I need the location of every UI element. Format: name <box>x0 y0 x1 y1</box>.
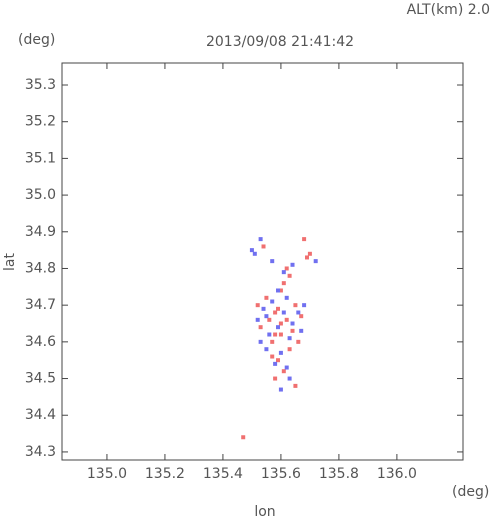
y-tick-label: 34.6 <box>25 334 56 350</box>
radar-point <box>305 255 310 260</box>
radar-point <box>258 325 263 330</box>
radar-point <box>258 237 263 242</box>
radar-point <box>270 339 275 344</box>
y-unit: (deg) <box>18 32 55 48</box>
plot-frame <box>61 62 464 461</box>
x-tick-label: 135.0 <box>87 466 127 482</box>
radar-point <box>270 354 275 359</box>
x-unit: (deg) <box>452 484 489 500</box>
radar-point <box>296 339 301 344</box>
y-tick-label: 34.4 <box>25 407 56 423</box>
radar-point <box>273 310 278 315</box>
radar-point <box>276 288 281 293</box>
radar-point <box>249 248 254 253</box>
radar-point <box>281 281 286 286</box>
radar-point <box>302 303 307 308</box>
x-tick-label: 135.4 <box>203 466 243 482</box>
radar-point <box>287 273 292 278</box>
x-axis-label: lon <box>254 504 275 520</box>
radar-point <box>281 310 286 315</box>
radar-point <box>290 262 295 267</box>
radar-point <box>255 303 260 308</box>
radar-point <box>287 376 292 381</box>
x-tick-label: 135.2 <box>145 466 185 482</box>
y-tick-label: 35.3 <box>25 77 56 93</box>
radar-point <box>293 303 298 308</box>
radar-point <box>255 317 260 322</box>
chart-title: 2013/09/08 21:41:42 <box>206 34 354 50</box>
radar-point <box>313 259 318 264</box>
radar-point <box>267 332 272 337</box>
radar-point <box>281 270 286 275</box>
radar-point <box>278 387 283 392</box>
y-tick-label: 34.3 <box>25 444 56 460</box>
radar-point <box>284 317 289 322</box>
radar-point <box>293 383 298 388</box>
radar-point <box>264 295 269 300</box>
radar-point <box>241 435 246 440</box>
radar-point <box>284 365 289 370</box>
x-tick-label: 135.6 <box>261 466 301 482</box>
radar-point <box>278 350 283 355</box>
radar-point <box>264 347 269 352</box>
radar-point <box>276 306 281 311</box>
radar-point <box>284 295 289 300</box>
radar-point <box>264 314 269 319</box>
radar-point <box>290 321 295 326</box>
y-tick-label: 34.5 <box>25 371 56 387</box>
radar-point <box>267 317 272 322</box>
radar-point <box>273 376 278 381</box>
radar-point <box>273 332 278 337</box>
radar-point <box>270 299 275 304</box>
radar-point <box>252 251 257 256</box>
radar-point <box>287 336 292 341</box>
y-tick-label: 35.1 <box>25 150 56 166</box>
radar-point <box>278 321 283 326</box>
radar-point <box>290 328 295 333</box>
y-tick-label: 35.0 <box>25 187 56 203</box>
radar-point <box>299 328 304 333</box>
radar-point <box>299 314 304 319</box>
x-tick-label: 136.0 <box>377 466 417 482</box>
radar-point <box>287 347 292 352</box>
radar-point <box>296 310 301 315</box>
radar-point <box>284 266 289 271</box>
y-axis-label: lat <box>2 253 18 271</box>
radar-point <box>258 339 263 344</box>
radar-point <box>261 306 266 311</box>
radar-point <box>270 259 275 264</box>
radar-point <box>261 244 266 249</box>
radar-point <box>276 325 281 330</box>
y-tick-label: 34.8 <box>25 260 56 276</box>
radar-point <box>281 369 286 374</box>
y-tick-label: 34.9 <box>25 224 56 240</box>
altitude: ALT(km) 2.0 <box>407 2 490 18</box>
y-tick-label: 34.7 <box>25 297 56 313</box>
radar-point <box>276 358 281 363</box>
radar-point <box>273 361 278 366</box>
y-tick-label: 35.2 <box>25 114 56 130</box>
radar-point <box>278 288 283 293</box>
radar-point <box>302 237 307 242</box>
radar-point <box>307 251 312 256</box>
x-tick-label: 135.8 <box>319 466 359 482</box>
radar-point <box>278 332 283 337</box>
